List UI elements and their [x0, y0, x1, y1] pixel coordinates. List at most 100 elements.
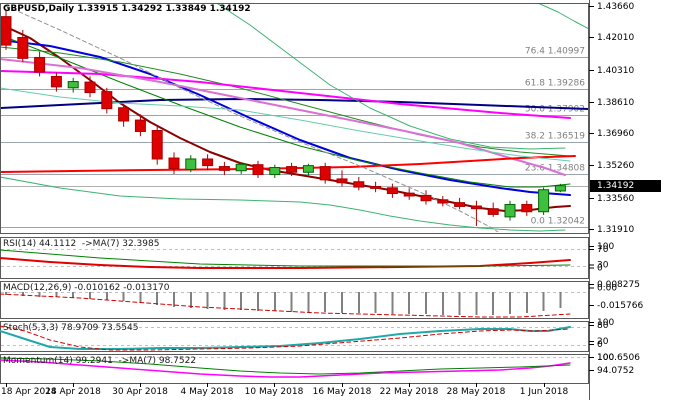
candle-body — [403, 192, 415, 197]
band-teal-mid — [1, 87, 571, 162]
stoch-indicator-label: Stoch(5,3,3) 78.9709 73.5545 — [3, 322, 139, 333]
ma-blue — [1, 39, 571, 196]
indicator-scale-label: 94.0752 — [597, 366, 634, 376]
momentum-ma-line — [0, 357, 571, 375]
price-axis-label: 1.36960 — [597, 129, 634, 139]
indicator-scale-label: 100 — [597, 318, 614, 328]
candles — [1, 9, 566, 226]
fib-label: 38.2 1.36519 — [525, 132, 585, 142]
panel-frame-4 — [0, 354, 589, 384]
candle-body — [336, 178, 348, 184]
macd-indicator-label: MACD(12,26,9) -0.010162 -0.013170 — [3, 283, 170, 293]
candle-body — [252, 164, 264, 176]
candle-body — [353, 181, 365, 188]
date-label: 24 Apr 2018 — [45, 387, 101, 397]
date-label: 1 Jun 2018 — [520, 387, 569, 397]
candle-body — [50, 75, 62, 88]
date-label: 28 May 2018 — [447, 387, 506, 397]
indicator-scale-label: 0.008275 — [597, 280, 640, 290]
chart-title: GBPUSD,Daily 1.33915 1.34292 1.33849 1.3… — [3, 4, 251, 14]
candle-body — [34, 56, 46, 73]
indicator-scale-label: 100.6506 — [597, 353, 640, 363]
candle-body — [84, 81, 96, 94]
rsi-ma-line — [0, 249, 571, 267]
indicator-scale-label: 0.00 — [597, 284, 617, 294]
candle-body — [538, 189, 550, 213]
candle-body — [420, 194, 432, 202]
fib-label: 23.6 1.34808 — [525, 164, 585, 174]
stoch-d-line — [0, 325, 571, 351]
ma-green-long — [1, 46, 571, 157]
fib-label: 61.8 1.39286 — [525, 79, 585, 89]
candle-body — [202, 158, 214, 167]
candle-body — [1, 16, 12, 46]
date-label: 18 Apr 2018 — [1, 387, 57, 397]
indicator-scale-label: 100 — [597, 353, 614, 363]
indicator-scale-label: 30 — [597, 261, 609, 271]
candle-body — [134, 119, 146, 132]
macd-signal — [0, 293, 571, 318]
rsi-indicator-label: RSI(14) 44.1112 ->MA(7) 32.3985 — [3, 239, 160, 249]
candle-body — [319, 166, 331, 181]
ma-navy — [1, 98, 588, 110]
ma-green-fast — [1, 34, 571, 188]
date-label: 30 Apr 2018 — [112, 387, 168, 397]
date-label: 4 May 2018 — [181, 387, 234, 397]
panel-frame-2 — [0, 281, 589, 319]
momentum-line — [0, 359, 571, 378]
candle-body — [504, 204, 516, 218]
momentum-indicator-label: Momentum(14) 99.2941 ->MA(7) 98.7522 — [3, 355, 197, 366]
candle-body — [269, 167, 281, 176]
candle-body — [101, 91, 113, 110]
date-label: 10 May 2018 — [245, 387, 304, 397]
band-teal-lower — [1, 176, 566, 232]
candle-body — [437, 199, 449, 204]
price-axis-label: 1.35260 — [597, 161, 634, 171]
dashed-trendline — [5, 5, 499, 232]
candle-body — [168, 157, 180, 169]
fib-label: 50.0 1.37902 — [525, 105, 585, 115]
indicator-scale-label: 100 — [597, 242, 614, 252]
candle-body — [370, 185, 382, 189]
band-teal-upper — [217, 4, 566, 150]
candle-body — [67, 81, 79, 89]
indicator-scale-label: -0.015766 — [597, 301, 643, 311]
rsi-line — [0, 257, 571, 269]
indicator-scale-label: 0 — [597, 340, 603, 350]
price-axis-label: 1.38610 — [597, 98, 634, 108]
price-axis-label: 1.42010 — [597, 33, 634, 43]
candle-body — [286, 166, 298, 173]
price-axis-label: 1.43660 — [597, 2, 634, 12]
candle-body — [185, 158, 197, 170]
candle-body — [554, 185, 566, 192]
price-axis-label: 1.31910 — [597, 225, 634, 235]
stoch-k-line — [0, 326, 571, 350]
candle-body — [386, 187, 398, 195]
fib-label: 76.4 1.40997 — [525, 47, 585, 57]
candle-body — [454, 202, 466, 207]
candle-body — [235, 163, 247, 172]
candle-body — [151, 130, 163, 160]
fib-label: 0.0 1.32042 — [531, 217, 585, 227]
candle-body — [302, 165, 314, 173]
panel-frame-3 — [0, 321, 589, 352]
date-label: 22 May 2018 — [380, 387, 439, 397]
band-teal-right — [539, 4, 588, 30]
candle-body — [17, 37, 29, 59]
indicator-scale-label: 0 — [597, 264, 603, 274]
ma-red-200 — [1, 155, 576, 173]
indicator-scale-label: 20 — [597, 337, 609, 347]
panel-frame-0 — [0, 3, 589, 234]
date-label: 16 May 2018 — [313, 387, 372, 397]
candle-body — [118, 107, 130, 122]
ma-magenta — [1, 70, 571, 119]
indicator-scale-label: 70 — [597, 245, 609, 255]
candle-body — [521, 204, 533, 213]
candle-body — [487, 208, 499, 215]
price-axis-label: 1.40310 — [597, 66, 634, 76]
ma-plum — [1, 58, 566, 176]
indicator-scale-label: 80 — [597, 321, 609, 331]
price-axis-label: 1.33560 — [597, 194, 634, 204]
